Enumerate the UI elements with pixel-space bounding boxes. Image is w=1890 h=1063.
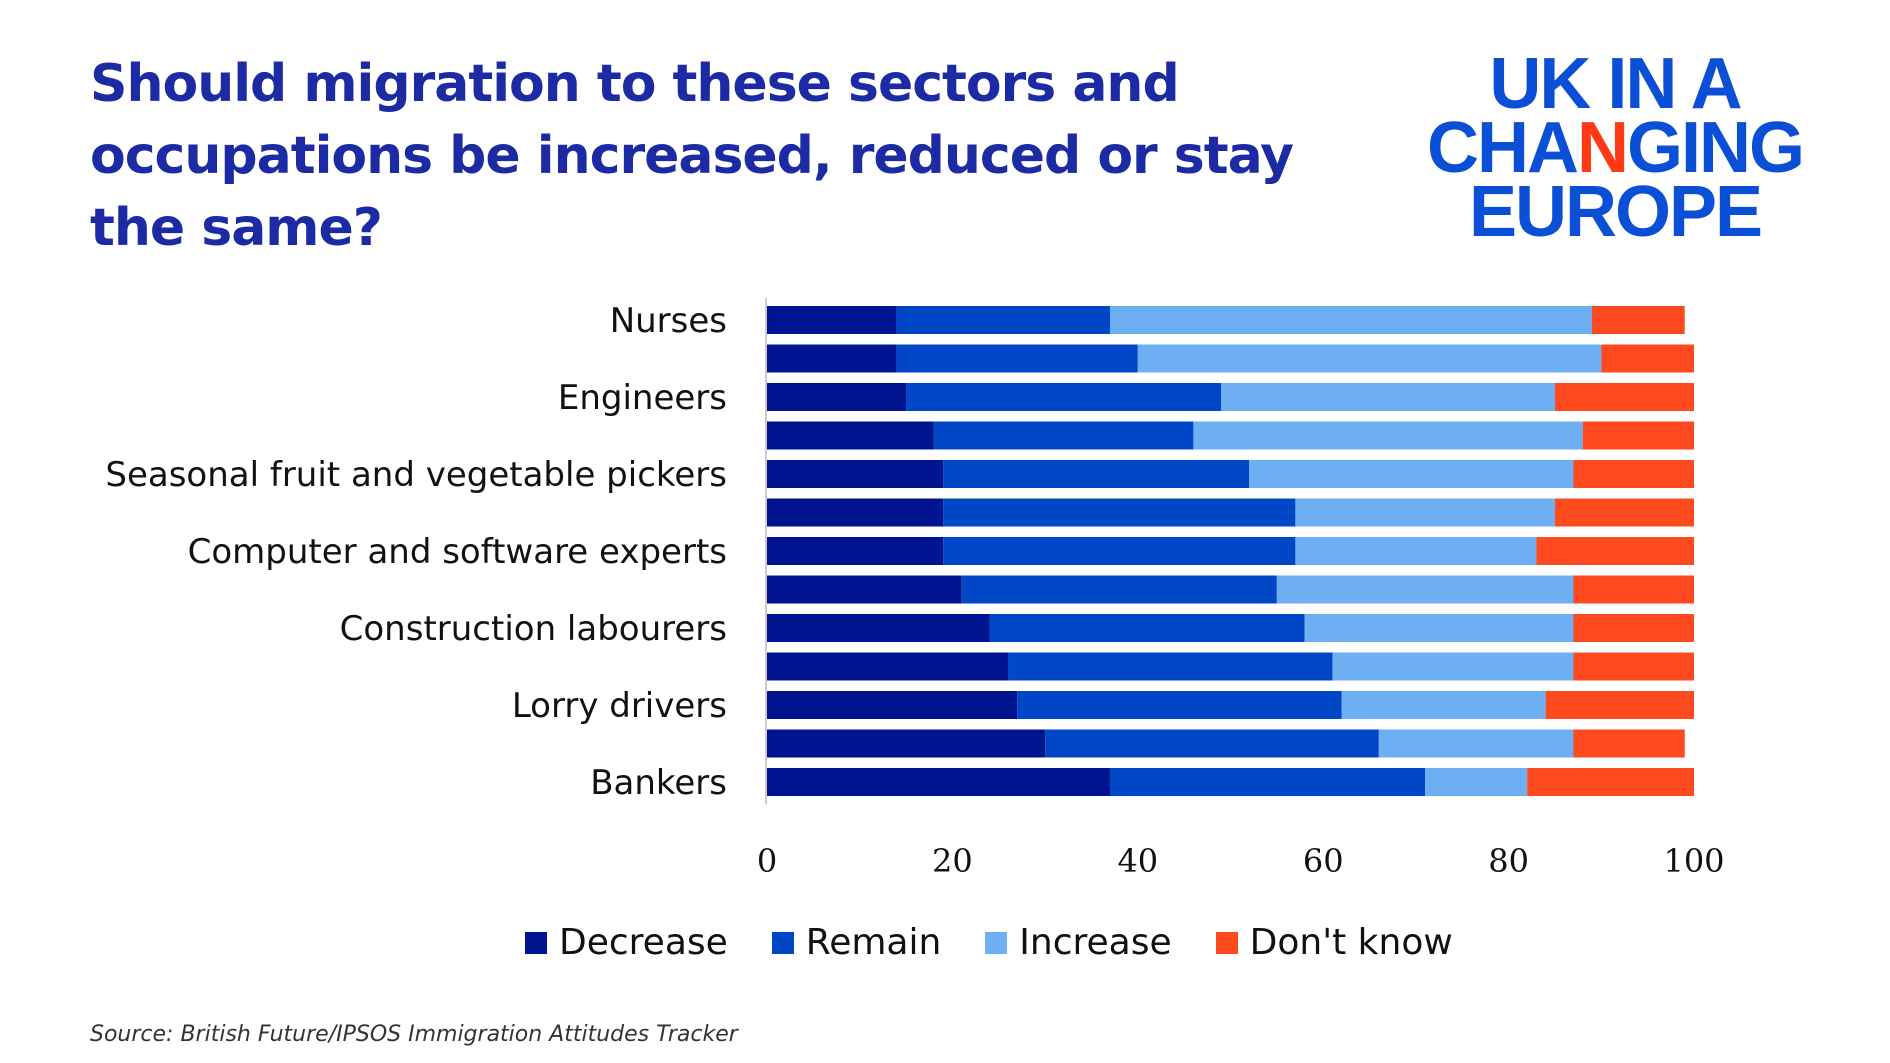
bar-segment-remain (906, 383, 1222, 411)
bar-segment-increase (1137, 344, 1602, 373)
legend-swatch (985, 931, 1008, 954)
logo-line-1: UK IN A (1489, 44, 1742, 124)
legend-label: Remain (805, 922, 942, 963)
bar-segment-decrease (767, 421, 934, 450)
bar-segment-remain (943, 460, 1250, 488)
bar-segment-decrease (767, 498, 944, 527)
x-tick-label: 20 (932, 842, 973, 880)
x-tick-label: 0 (757, 842, 777, 880)
bar-segment-increase (1295, 498, 1555, 527)
bar-segment-remain (933, 421, 1194, 450)
legend-item: Remain (771, 922, 942, 963)
bar-segment-don-t-know (1601, 344, 1694, 373)
category-label: Bankers (590, 763, 727, 803)
bar-segment-don-t-know (1573, 575, 1694, 604)
bar-segment-decrease (767, 614, 990, 642)
category-label: Engineers (558, 378, 727, 418)
stacked-bar-chart: Nurses Engineers Seasonal fruit and vegeta… (105, 298, 1725, 880)
bar-segment-remain (943, 498, 1296, 527)
bar-segment-remain (943, 537, 1296, 565)
bar-segment-decrease (767, 344, 897, 373)
legend-label: Don't know (1249, 922, 1453, 963)
legend-swatch (771, 931, 794, 954)
bar-segment-increase (1332, 652, 1574, 681)
legend-label: Decrease (559, 922, 728, 963)
legend: Decrease Remain Increase Don't know (525, 922, 1453, 963)
bar-segment-don-t-know (1573, 652, 1694, 681)
category-label: Computer and software experts (188, 532, 727, 572)
x-tick-label: 80 (1488, 842, 1529, 880)
bar-segment-increase (1249, 460, 1574, 488)
source-note: Source: British Future/IPSOS Immigration… (90, 1022, 738, 1047)
chart-title: Should migration to these sectors and oc… (90, 54, 1294, 258)
bar-segment-don-t-know (1527, 768, 1694, 796)
bar-segment-remain (896, 344, 1138, 373)
bar-segment-don-t-know (1554, 498, 1694, 527)
bar-segment-remain (1045, 729, 1379, 758)
bar-segment-decrease (767, 652, 1009, 681)
legend-item: Don't know (1215, 922, 1453, 963)
bar-segment-increase (1295, 537, 1537, 565)
bar-segment-don-t-know (1573, 614, 1694, 642)
bar-segment-decrease (767, 575, 962, 604)
category-label: Nurses (610, 301, 727, 341)
x-tick-label: 60 (1303, 842, 1344, 880)
bar-segment-increase (1378, 729, 1574, 758)
bar-segment-increase (1425, 768, 1528, 796)
bar-segment-decrease (767, 729, 1046, 758)
x-tick-label: 40 (1117, 842, 1158, 880)
bar-segment-don-t-know (1545, 691, 1694, 719)
bar-segment-remain (1008, 652, 1333, 681)
bar-segment-decrease (767, 383, 907, 411)
bar-segment-remain (1017, 691, 1342, 719)
bar-segment-don-t-know (1536, 537, 1694, 565)
bar-segment-don-t-know (1573, 460, 1694, 488)
legend-swatch (525, 931, 547, 954)
bar-segment-remain (961, 575, 1277, 604)
logo: UK IN A CHANGING EUROPE (1405, 44, 1825, 252)
bar-segment-remain (896, 306, 1110, 334)
bar-segment-decrease (767, 768, 1110, 796)
bar-segment-decrease (767, 691, 1018, 719)
bar-segment-decrease (767, 306, 897, 334)
bar-segment-don-t-know (1573, 729, 1685, 758)
x-tick-label: 100 (1663, 842, 1724, 880)
legend-swatch (1215, 931, 1238, 954)
legend-item: Decrease (525, 922, 728, 963)
legend-label: Increase (1019, 922, 1172, 963)
bar-segment-don-t-know (1582, 421, 1694, 450)
bar-segment-increase (1109, 306, 1593, 334)
bar-segment-decrease (767, 460, 944, 488)
bar-segment-don-t-know (1554, 383, 1694, 411)
category-label: Seasonal fruit and vegetable pickers (105, 455, 727, 495)
bar-segment-increase (1341, 691, 1546, 719)
bar-segment-remain (1109, 768, 1426, 796)
bar-segment-increase (1304, 614, 1574, 642)
category-label: Construction labourers (340, 609, 727, 649)
bar-segment-increase (1276, 575, 1574, 604)
logo-line-3: EUROPE (1468, 172, 1763, 252)
bar-segment-increase (1193, 421, 1583, 450)
bar-segment-don-t-know (1592, 306, 1685, 334)
bar-segment-decrease (767, 537, 944, 565)
bar-segment-remain (989, 614, 1305, 642)
category-label: Lorry drivers (512, 686, 727, 726)
legend-item: Increase (985, 922, 1172, 963)
bar-segment-increase (1221, 383, 1555, 411)
logo-line-2: CHANGING (1426, 108, 1805, 188)
